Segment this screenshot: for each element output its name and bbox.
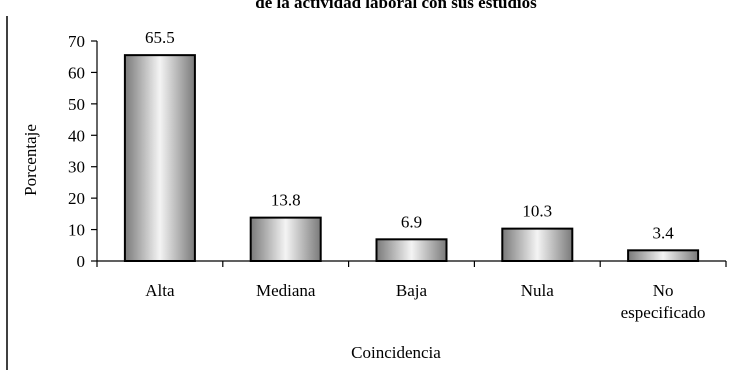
category-label: Baja (396, 281, 428, 300)
y-tick-label: 40 (68, 126, 85, 145)
y-tick-label: 30 (68, 158, 85, 177)
category-label: No (653, 281, 674, 300)
bar (249, 216, 322, 262)
y-axis-title: Porcentaje (21, 124, 40, 196)
category-label: Mediana (256, 281, 316, 300)
y-tick-label: 10 (68, 221, 85, 240)
data-labels: 65.5 13.8 6.9 10.3 3.4 (145, 28, 674, 242)
bar (375, 238, 448, 262)
category-label: especificado (621, 303, 706, 322)
y-tick-label: 0 (77, 252, 86, 271)
data-label: 6.9 (401, 212, 422, 231)
chart-title: de la actividad laboral con sus estudios (255, 0, 537, 12)
bar (627, 249, 700, 262)
data-label: 65.5 (145, 28, 175, 47)
y-tick-label: 50 (68, 95, 85, 114)
category-label: Nula (521, 281, 555, 300)
x-axis-title: Coincidencia (351, 343, 441, 362)
category-label: Alta (145, 281, 175, 300)
data-label: 13.8 (271, 191, 301, 210)
axes: 0 10 20 30 40 50 60 70 (68, 32, 727, 271)
bars (123, 54, 700, 263)
data-label: 10.3 (522, 202, 552, 221)
y-tick-label: 20 (68, 189, 85, 208)
y-tick-label: 60 (68, 63, 85, 82)
category-labels: Alta Mediana Baja Nula No especificado (145, 281, 705, 322)
bar (123, 54, 196, 263)
bar (501, 227, 574, 262)
data-label: 3.4 (652, 223, 674, 242)
y-tick-label: 70 (68, 32, 85, 51)
